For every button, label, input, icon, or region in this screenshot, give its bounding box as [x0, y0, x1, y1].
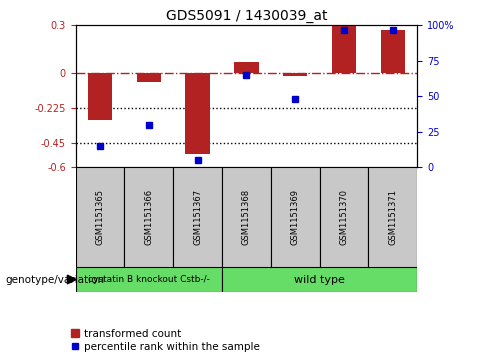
Bar	[124, 167, 173, 267]
Text: cystatin B knockout Cstb-/-: cystatin B knockout Cstb-/-	[88, 275, 210, 284]
Bar	[271, 167, 320, 267]
Text: genotype/variation: genotype/variation	[5, 274, 104, 285]
Text: GSM1151368: GSM1151368	[242, 189, 251, 245]
Bar	[222, 167, 271, 267]
Bar	[88, 73, 112, 120]
Bar	[222, 267, 417, 292]
Bar	[137, 73, 161, 82]
Bar	[283, 73, 307, 76]
Bar	[320, 167, 368, 267]
Bar	[173, 167, 222, 267]
Bar	[381, 30, 405, 73]
Bar	[368, 167, 417, 267]
Title: GDS5091 / 1430039_at: GDS5091 / 1430039_at	[166, 9, 327, 23]
Text: GSM1151367: GSM1151367	[193, 189, 202, 245]
Text: GSM1151369: GSM1151369	[291, 189, 300, 245]
Text: GSM1151365: GSM1151365	[96, 189, 104, 245]
Bar	[76, 167, 124, 267]
Text: GSM1151366: GSM1151366	[144, 189, 153, 245]
Legend: transformed count, percentile rank within the sample: transformed count, percentile rank withi…	[69, 327, 262, 354]
Text: GSM1151371: GSM1151371	[388, 189, 397, 245]
Bar	[185, 73, 210, 154]
Text: wild type: wild type	[294, 274, 345, 285]
Text: GSM1151370: GSM1151370	[340, 189, 348, 245]
Bar	[76, 267, 222, 292]
Bar	[234, 62, 259, 73]
Bar	[332, 25, 356, 73]
